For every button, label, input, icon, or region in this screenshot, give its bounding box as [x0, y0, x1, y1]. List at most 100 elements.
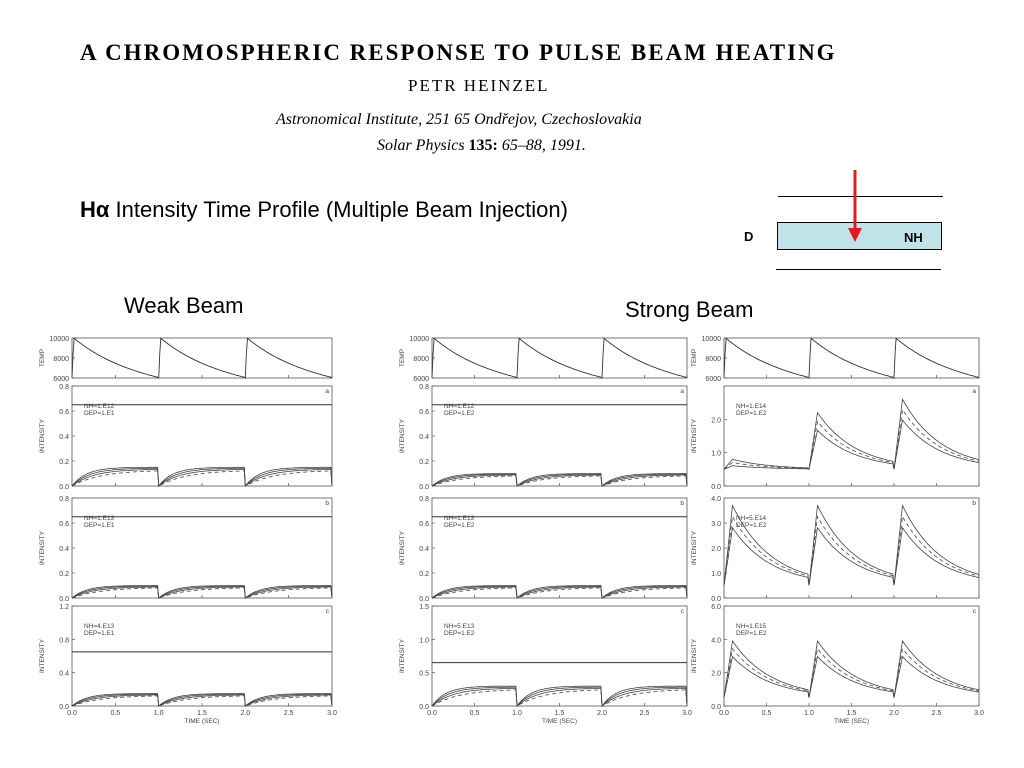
intensity-series — [431, 473, 688, 487]
panel-b: 4.0 3.0 2.0 1.0 0.0 INTENSITY b NH=5.E14DEP=1.E… — [691, 496, 980, 603]
x-tick-label: 0.0 — [427, 710, 437, 717]
nh-label: NH — [904, 230, 923, 245]
x-axis-label: TIME (SEC) — [542, 718, 577, 725]
y-tick-label: 2.0 — [711, 546, 721, 553]
beam-arrow-icon — [848, 170, 862, 242]
y-axis-label: INTENSITY — [691, 638, 698, 673]
panel-frame — [431, 385, 688, 487]
panel-annotation: NH=4.E13 — [84, 623, 115, 630]
intensity-series — [431, 587, 688, 599]
intensity-series — [723, 504, 980, 586]
intensity-series — [431, 685, 688, 708]
panel-tag: a — [680, 388, 684, 395]
y-tick-label: 0.4 — [59, 671, 69, 678]
x-tick-label: 0.0 — [67, 710, 77, 717]
intensity-series — [71, 693, 333, 707]
x-tick-label: 2.0 — [889, 710, 899, 717]
panel-tag: c — [326, 608, 330, 615]
y-axis-label: TEMP — [691, 349, 698, 367]
panel-frame — [431, 497, 688, 599]
y-tick-label: 1.2 — [59, 604, 69, 611]
x-tick-label: 2.5 — [640, 710, 650, 717]
intensity-series — [71, 468, 333, 487]
y-axis-label: INTENSITY — [399, 530, 406, 565]
intensity-series — [431, 475, 688, 487]
paper-title: A CHROMOSPHERIC RESPONSE TO PULSE BEAM H… — [80, 40, 837, 65]
y-tick-label: 0.8 — [59, 384, 69, 391]
panel-annotation: NH=1.E15 — [736, 623, 767, 630]
y-tick-label: 2.0 — [711, 417, 721, 424]
journal-volume: 135: — [468, 137, 498, 154]
y-tick-label: 0.5 — [419, 671, 429, 678]
y-tick-label: 8000 — [53, 356, 69, 363]
y-tick-label: 0.0 — [711, 484, 721, 491]
panel-frame — [71, 497, 333, 599]
x-tick-label: 1.0 — [804, 710, 814, 717]
intensity-series — [71, 585, 333, 599]
y-tick-label: 0.0 — [59, 596, 69, 603]
panel-tag: a — [972, 388, 976, 395]
y-tick-label: 6.0 — [711, 604, 721, 611]
y-tick-label: 0.0 — [711, 596, 721, 603]
strong-beam-chart-left: 10000 8000 6000 TEMP 0.8 0.6 0.4 0.2 0.0 INTENSIT… — [399, 336, 692, 725]
y-axis-label: TEMP — [399, 349, 406, 367]
intensity-series — [723, 655, 980, 698]
panel-temp: 10000 8000 6000 TEMP — [39, 336, 333, 383]
panel-tag: b — [680, 500, 684, 507]
panel-frame — [71, 337, 333, 379]
y-tick-label: 0.6 — [419, 521, 429, 528]
weak-beam-chart: 10000 8000 6000 TEMP 0.8 0.6 0.4 0.2 0.0 INTENSIT… — [39, 336, 337, 725]
y-tick-label: 0.0 — [711, 704, 721, 711]
y-tick-label: 1.0 — [711, 571, 721, 578]
intensity-series — [431, 585, 688, 599]
x-tick-label: 0.5 — [470, 710, 480, 717]
intensity-series — [431, 687, 688, 707]
panel-annotation: NH=1.E13 — [444, 515, 475, 522]
y-tick-label: 8000 — [705, 356, 721, 363]
y-axis-label: INTENSITY — [399, 418, 406, 453]
temp-series — [723, 337, 980, 379]
x-tick-label: 3.0 — [682, 710, 692, 717]
y-axis-label: INTENSITY — [39, 530, 46, 565]
y-tick-label: 0.8 — [59, 637, 69, 644]
y-tick-label: 0.0 — [59, 484, 69, 491]
panel-annotation: NH=1.E12 — [84, 403, 115, 410]
y-tick-label: 10000 — [410, 336, 430, 343]
x-axis-label: TIME (SEC) — [184, 718, 219, 725]
panel-tag: c — [681, 608, 685, 615]
intensity-series — [71, 466, 333, 488]
panel-b: 0.8 0.6 0.4 0.2 0.0 INTENSITY b NH=1.E13DEP=1.E… — [39, 496, 333, 603]
intensity-series — [431, 586, 688, 599]
y-tick-label: 10000 — [50, 336, 70, 343]
paper-reference: Solar Physics 135: 65–88, 1991. — [377, 137, 586, 155]
heading-text: Intensity Time Profile (Multiple Beam In… — [115, 197, 568, 222]
y-axis-label: INTENSITY — [39, 418, 46, 453]
y-tick-label: 6000 — [413, 376, 429, 383]
y-tick-label: 0.4 — [419, 434, 429, 441]
y-axis-label: INTENSITY — [691, 418, 698, 453]
intensity-series — [71, 587, 333, 599]
journal-name: Solar Physics — [377, 137, 465, 154]
intensity-series — [71, 693, 333, 707]
temp-series — [71, 337, 333, 379]
y-tick-label: 4.0 — [711, 496, 721, 503]
panel-annotation: NH=1.E14 — [736, 403, 767, 410]
intensity-series — [723, 515, 980, 586]
panel-annotation: DEP=1.E1 — [84, 410, 115, 417]
x-tick-label: 1.5 — [847, 710, 857, 717]
intensity-series — [71, 467, 333, 487]
intensity-series — [431, 686, 688, 707]
panel-annotation: DEP=1.E1 — [84, 522, 115, 529]
panel-annotation: DEP=1.E2 — [736, 630, 767, 637]
intensity-series — [71, 470, 333, 487]
panel-frame — [723, 337, 980, 379]
y-tick-label: 3.0 — [711, 521, 721, 528]
panel-annotation: NH=1.E13 — [84, 515, 115, 522]
paper-author: PETR HEINZEL — [408, 76, 550, 95]
y-axis-label: INTENSITY — [39, 638, 46, 673]
y-tick-label: 0.0 — [419, 484, 429, 491]
y-tick-label: 0.4 — [59, 434, 69, 441]
y-tick-label: 0.2 — [419, 459, 429, 466]
